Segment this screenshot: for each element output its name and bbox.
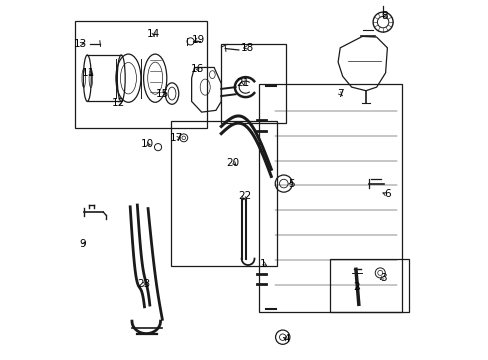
- Bar: [329, 258, 408, 312]
- Text: 16: 16: [190, 64, 203, 74]
- Text: 19: 19: [191, 35, 204, 45]
- Text: 7: 7: [336, 89, 343, 99]
- Text: 13: 13: [73, 39, 87, 49]
- Text: 17: 17: [170, 133, 183, 143]
- Text: 20: 20: [226, 158, 239, 168]
- Text: 3: 3: [380, 273, 386, 283]
- Text: 4: 4: [283, 334, 289, 344]
- Text: 18: 18: [240, 43, 253, 53]
- Text: 14: 14: [146, 29, 160, 39]
- Bar: [258, 84, 401, 312]
- Text: 8: 8: [381, 11, 387, 21]
- Text: 6: 6: [383, 189, 390, 199]
- Text: 9: 9: [80, 239, 86, 249]
- Text: 15: 15: [155, 89, 169, 99]
- Text: 23: 23: [137, 279, 150, 289]
- Text: 1: 1: [260, 259, 266, 269]
- Bar: [221, 44, 285, 123]
- Text: 2: 2: [353, 282, 360, 292]
- Text: 5: 5: [288, 179, 294, 189]
- Text: 11: 11: [81, 68, 95, 78]
- Text: 10: 10: [140, 139, 153, 149]
- Text: 12: 12: [112, 98, 125, 108]
- Text: 21: 21: [236, 78, 249, 88]
- Bar: [171, 121, 276, 266]
- Text: 22: 22: [237, 191, 251, 201]
- Bar: [75, 21, 206, 128]
